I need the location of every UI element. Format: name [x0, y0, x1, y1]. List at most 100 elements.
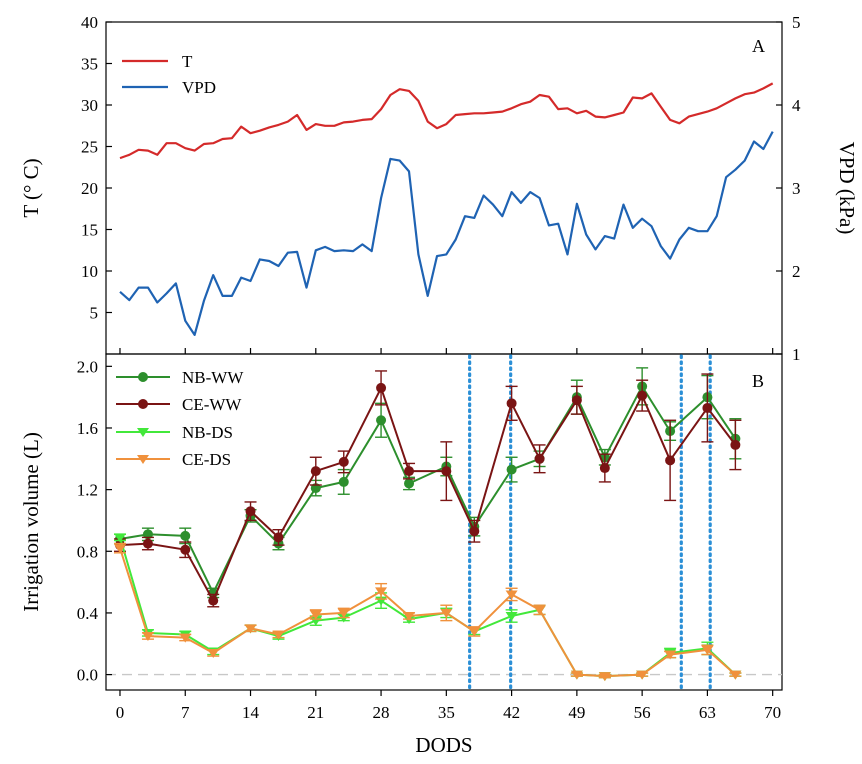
data-point-ce-ds: [309, 610, 322, 620]
data-point-nb-ds: [505, 612, 518, 622]
data-point-ce-ww: [142, 538, 153, 549]
data-point-ce-ww: [469, 526, 480, 537]
legend-marker-ce-ww: [138, 399, 148, 409]
data-point-nb-ww: [338, 476, 349, 487]
panel-a-right-tick-label: 4: [792, 96, 801, 115]
x-tick-label: 0: [116, 703, 125, 722]
x-axis-label: DODS: [415, 733, 472, 757]
panel-b-legend: NB-WW CE-WW NB-DS CE-DS: [116, 368, 244, 469]
data-point-ce-ww: [730, 439, 741, 450]
panel-a-right-tick-label: 5: [792, 13, 801, 32]
data-point-ce-ww: [702, 402, 713, 413]
data-point-ce-ds: [207, 649, 220, 659]
data-point-nb-ww: [506, 464, 517, 475]
series-line-nb-ww: [119, 385, 737, 594]
series-line-ce-ww: [119, 386, 737, 602]
data-point-ce-ww: [180, 544, 191, 555]
data-point-ce-ww: [599, 463, 610, 474]
panel-a-label: A: [752, 36, 765, 56]
panel-b-y-tick-label: 0.4: [77, 604, 99, 623]
data-point-ce-ww: [310, 466, 321, 477]
data-point-ce-ww: [376, 382, 387, 393]
panel-b-y-tick-label: 1.6: [77, 419, 98, 438]
panel-a-left-tick-label: 5: [90, 304, 99, 323]
data-point-nb-ww: [180, 530, 191, 541]
panel-b-y-tick-label: 0.8: [77, 542, 98, 561]
panel-a-left-axis-label: T (° C): [19, 158, 43, 217]
data-point-nb-ww: [404, 478, 415, 489]
legend-label-nb-ds: NB-DS: [182, 423, 233, 442]
panel-a-legend: T VPD: [122, 52, 216, 97]
x-tick-label: 49: [568, 703, 585, 722]
legend-label-ce-ds: CE-DS: [182, 450, 231, 469]
x-tick-label: 70: [764, 703, 781, 722]
data-point-ce-ww: [338, 456, 349, 467]
legend-marker-nb-ww: [138, 372, 148, 382]
data-point-ce-ww: [208, 595, 219, 606]
data-point-ce-ww: [506, 398, 517, 409]
panel-a-right-tick-label: 1: [792, 345, 801, 364]
panel-b-y-tick-label: 2.0: [77, 357, 98, 376]
legend-label-t: T: [182, 52, 193, 71]
data-point-ce-ds: [375, 587, 388, 597]
series-line-t: [119, 82, 774, 160]
x-tick-label: 7: [181, 703, 190, 722]
data-point-ce-ds: [664, 650, 677, 660]
panel-b-series: [113, 367, 742, 682]
legend-label-vpd: VPD: [182, 78, 216, 97]
data-point-ce-ww: [637, 390, 648, 401]
legend-label-nb-ww: NB-WW: [182, 368, 244, 387]
legend-marker-ce-ds: [137, 455, 149, 464]
data-point-ce-ds: [729, 670, 742, 680]
panel-a-right-axis-label: VPD (kPa): [835, 142, 859, 235]
data-point-ce-ds: [505, 590, 518, 600]
panel-b-label: B: [752, 371, 764, 391]
legend-label-ce-ww: CE-WW: [182, 395, 242, 414]
data-point-ce-ww: [665, 455, 676, 466]
data-point-nb-ww: [376, 415, 387, 426]
legend-marker-nb-ds: [137, 428, 149, 437]
data-point-ce-ds: [141, 632, 154, 642]
data-point-ce-ds: [403, 612, 416, 622]
panel-a-series: [119, 82, 774, 336]
data-point-ce-ds: [468, 627, 481, 637]
data-point-ce-ds: [113, 544, 126, 554]
panel-a-left-tick-label: 35: [81, 55, 98, 74]
data-point-ce-ds: [272, 630, 285, 640]
panel-a-left-tick-label: 25: [81, 138, 98, 157]
x-tick-label: 35: [438, 703, 455, 722]
x-tick-label: 63: [699, 703, 716, 722]
data-point-ce-ww: [245, 506, 256, 517]
panel-b-y-tick-label: 1.2: [77, 481, 98, 500]
x-tick-label: 21: [307, 703, 324, 722]
data-point-ce-ds: [179, 633, 192, 643]
panel-a-left-tick-label: 10: [81, 262, 98, 281]
x-tick-label: 56: [634, 703, 651, 722]
data-point-ce-ww: [273, 532, 284, 543]
panel-a-right-tick-label: 3: [792, 179, 801, 198]
panel-b-frame: [105, 353, 783, 691]
x-tick-label: 28: [373, 703, 390, 722]
x-tick-label: 42: [503, 703, 520, 722]
panel-a-frame: [105, 21, 783, 355]
data-point-ce-ds: [570, 670, 583, 680]
series-line-ce-ds: [119, 547, 737, 678]
panel-a-left-tick-label: 40: [81, 13, 98, 32]
data-point-ce-ww: [571, 395, 582, 406]
panel-a-left-tick-label: 30: [81, 96, 98, 115]
data-point-ce-ds: [598, 672, 611, 682]
data-point-ce-ds: [701, 645, 714, 655]
data-point-ce-ds: [636, 670, 649, 680]
data-point-nb-ds: [113, 533, 126, 543]
data-point-ce-ww: [441, 466, 452, 477]
data-point-ce-ds: [244, 624, 257, 634]
data-point-ce-ww: [534, 453, 545, 464]
panel-b-y-axis-label: Irrigation volume (L): [19, 432, 43, 612]
data-point-ce-ds: [440, 608, 453, 618]
panel-a-left-tick-label: 15: [81, 221, 98, 240]
panel-a-right-tick-label: 2: [792, 262, 801, 281]
series-line-vpd: [119, 131, 774, 336]
data-point-ce-ds: [337, 608, 350, 618]
data-point-ce-ds: [533, 605, 546, 615]
